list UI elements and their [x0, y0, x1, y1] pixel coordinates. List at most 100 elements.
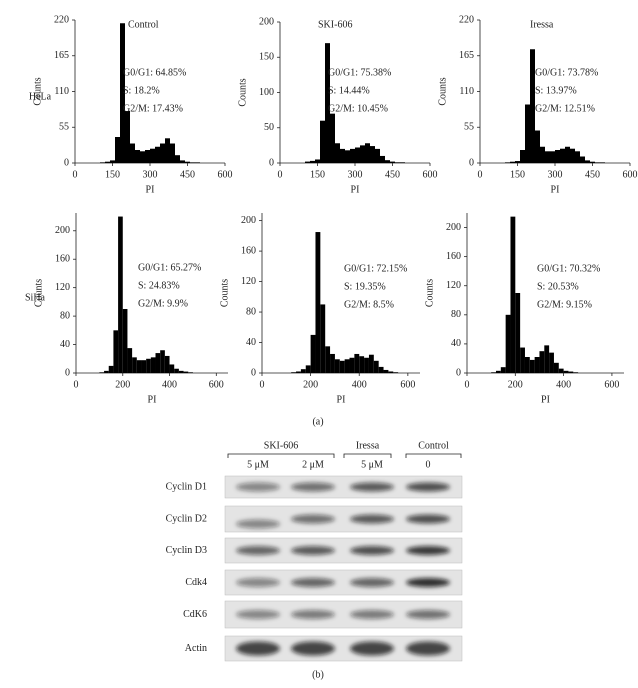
y-tick-label: 0 — [64, 157, 69, 168]
group-bracket — [343, 453, 392, 458]
chart-title: SKI-606 — [318, 19, 352, 30]
bar — [140, 151, 145, 163]
group-label: Iressa — [356, 440, 380, 451]
bar — [525, 104, 530, 163]
y-axis-label: Counts — [424, 279, 435, 307]
band — [236, 482, 280, 492]
bar — [160, 143, 165, 163]
band — [291, 641, 335, 656]
x-tick-label: 600 — [423, 169, 438, 180]
bar — [291, 372, 297, 373]
bar — [178, 370, 184, 373]
band — [350, 482, 394, 492]
bar — [305, 161, 310, 163]
bar — [175, 155, 180, 163]
bar — [165, 138, 170, 163]
group-label: SKI-606 — [264, 440, 298, 451]
bar — [330, 353, 335, 373]
band — [236, 641, 280, 656]
y-tick-label: 50 — [264, 122, 274, 133]
band — [236, 546, 280, 555]
bar — [170, 143, 175, 163]
x-tick-label: 450 — [385, 169, 400, 180]
x-tick-label: 300 — [548, 169, 563, 180]
y-tick-label: 160 — [241, 245, 256, 256]
bar — [160, 350, 165, 373]
bar — [310, 160, 315, 163]
y-tick-label: 80 — [60, 310, 70, 321]
lane-label: 5 μM — [247, 459, 269, 470]
annotation: G2/M: 9.15% — [537, 299, 592, 310]
bar — [354, 353, 360, 373]
bar — [174, 368, 179, 373]
bar — [132, 357, 137, 373]
y-tick-label: 80 — [451, 309, 461, 320]
bar — [296, 371, 301, 373]
bar — [540, 146, 545, 163]
bar — [563, 370, 569, 373]
y-tick-label: 0 — [65, 367, 70, 378]
axis — [261, 213, 420, 374]
lane-label: 2 μM — [302, 459, 324, 470]
y-tick-label: 0 — [456, 367, 461, 378]
bar — [575, 151, 580, 163]
x-tick-label: 600 — [218, 169, 233, 180]
bar — [169, 364, 175, 373]
x-axis-label: PI — [541, 394, 550, 405]
x-tick-label: 0 — [260, 379, 265, 390]
bar — [108, 365, 114, 373]
annotation: G0/G1: 73.78% — [535, 67, 598, 78]
bar — [505, 314, 511, 373]
x-tick-label: 450 — [585, 169, 600, 180]
bar — [510, 216, 516, 373]
row-label: SiHa — [25, 292, 46, 303]
annotation: S: 24.83% — [138, 280, 180, 291]
bar — [520, 347, 525, 373]
bar — [515, 293, 521, 373]
panel-label: (b) — [312, 669, 324, 680]
bar — [122, 309, 128, 373]
annotation: G0/G1: 72.15% — [344, 263, 407, 274]
bar — [550, 151, 555, 163]
bar — [146, 358, 151, 373]
x-tick-label: 200 — [508, 379, 523, 390]
x-tick-label: 0 — [73, 169, 78, 180]
bar — [325, 43, 330, 163]
x-tick-label: 400 — [352, 379, 367, 390]
y-axis-label: Counts — [32, 77, 43, 105]
row-label: Cyclin D1 — [166, 481, 207, 492]
x-axis-label: PI — [146, 184, 155, 195]
row-label: Actin — [185, 643, 207, 654]
bar — [125, 111, 130, 163]
bar — [130, 143, 135, 163]
band — [291, 578, 335, 587]
bar — [524, 357, 530, 373]
y-tick-label: 200 — [55, 225, 70, 236]
chart-title: Control — [128, 19, 159, 30]
bar — [378, 366, 384, 373]
band — [236, 578, 280, 587]
bar — [315, 232, 321, 373]
bar — [539, 351, 545, 373]
bar — [558, 368, 564, 373]
bar — [510, 161, 515, 163]
annotation: G2/M: 9.9% — [138, 298, 188, 309]
bar — [368, 354, 374, 373]
annotation: G0/G1: 75.38% — [328, 67, 391, 78]
bar — [110, 160, 115, 163]
x-axis-label: PI — [351, 184, 360, 195]
y-tick-label: 160 — [446, 251, 461, 262]
x-axis-label: PI — [148, 394, 157, 405]
blot-strip — [224, 475, 463, 499]
lane-label: 5 μM — [361, 459, 383, 470]
chart-title: Iressa — [530, 19, 554, 30]
bar — [535, 130, 540, 163]
y-tick-label: 0 — [269, 157, 274, 168]
bar — [393, 372, 399, 373]
annotation: G0/G1: 70.32% — [537, 263, 600, 274]
annotation: G0/G1: 64.85% — [123, 67, 186, 78]
bar — [364, 357, 369, 373]
y-axis-label: Counts — [33, 279, 44, 307]
bar — [340, 148, 345, 163]
bar — [500, 367, 506, 373]
